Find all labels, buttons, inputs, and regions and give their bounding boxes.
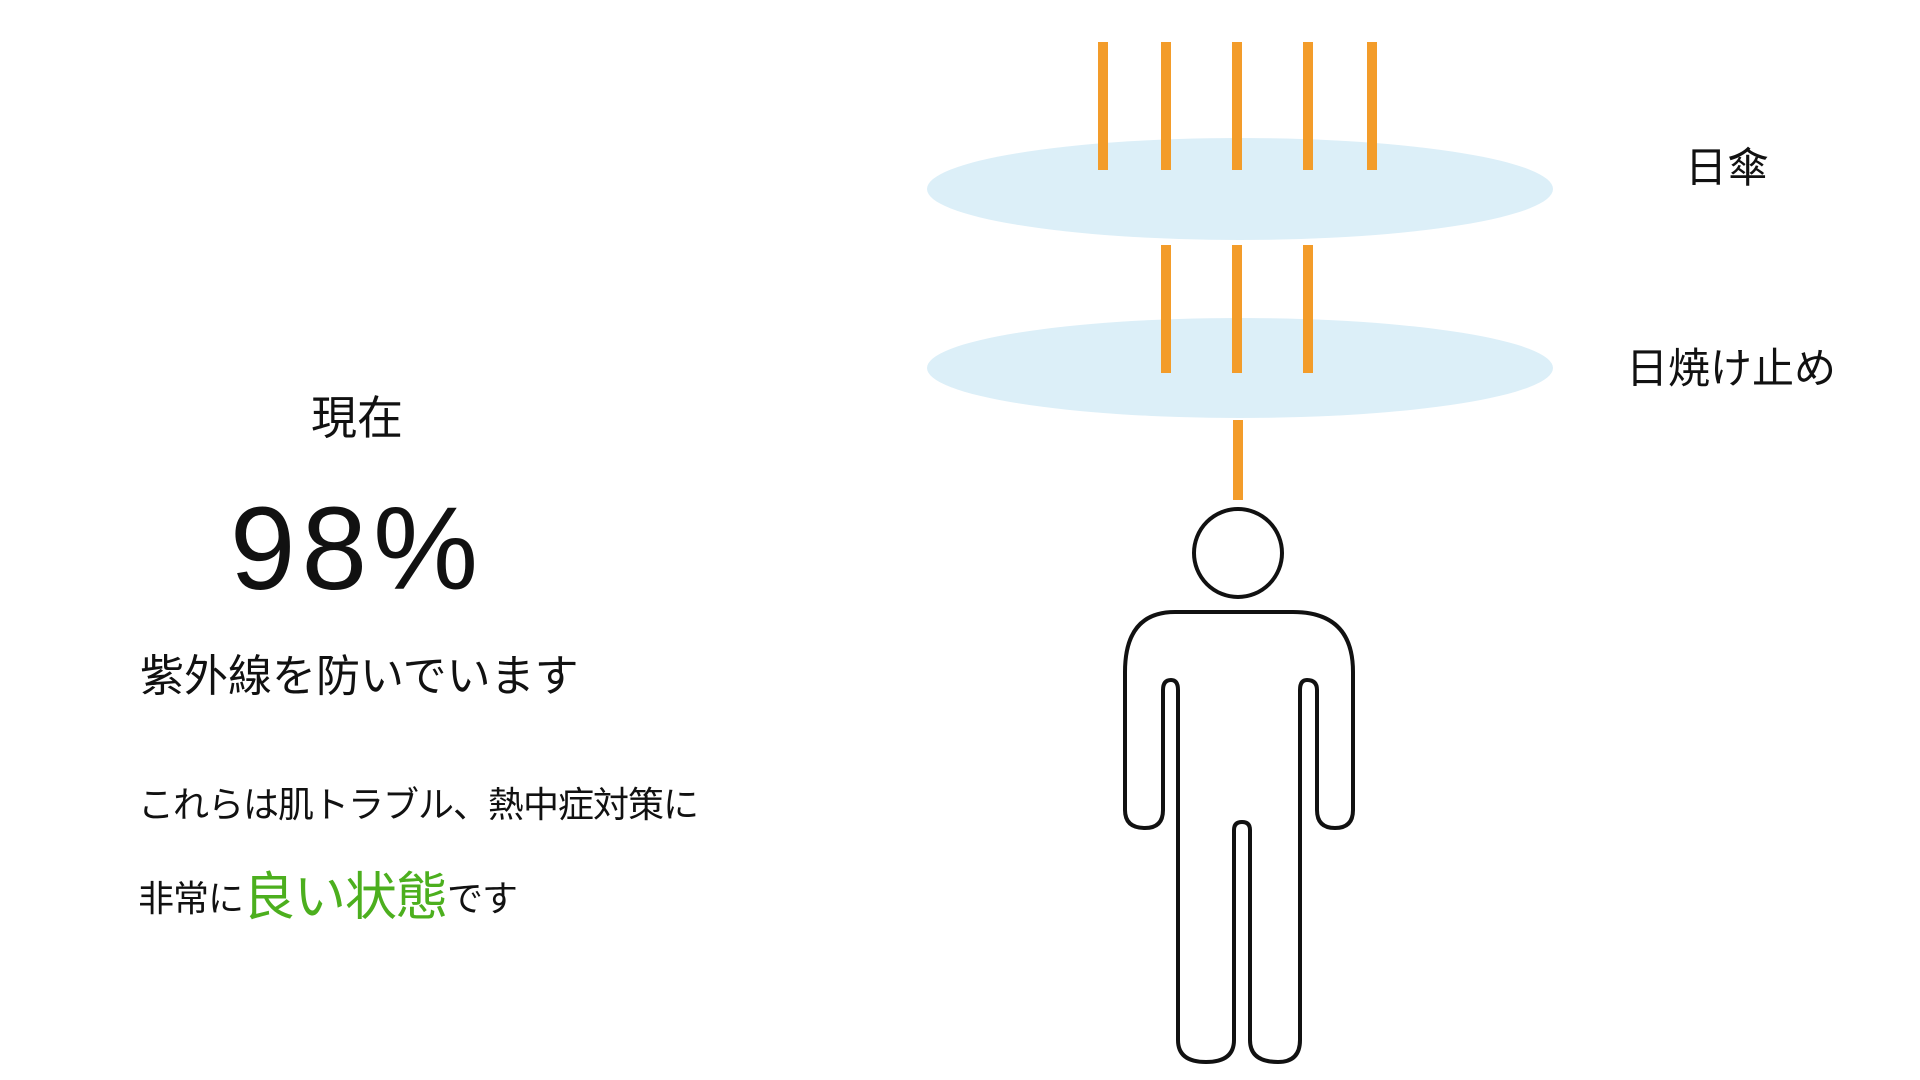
uv-ray [1161,245,1171,373]
umbrella-label: 日傘 [1685,143,1770,192]
uv-rays-bottom [1233,420,1243,500]
uv-ray [1161,42,1171,170]
uv-rays-top [1098,42,1377,170]
uv-ray [1303,42,1313,170]
uv-block-percent: 98% [229,483,485,615]
uv-ray [1367,42,1377,170]
uv-ray [1303,245,1313,373]
sunscreen-label: 日焼け止め [1626,344,1837,393]
good-status-highlight: 良い状態 [243,868,448,928]
umbrella-shield [927,138,1553,240]
uv-block-message: 紫外線を防いでいます [140,651,579,702]
uv-rays-middle [1161,245,1313,373]
benefit-text-line2: 非常に良い状態です [138,872,518,924]
uv-ray [1232,245,1242,373]
uv-ray [1098,42,1108,170]
current-label: 現在 [311,391,403,445]
uv-ray [1233,420,1243,500]
benefit-suffix: です [447,879,518,920]
benefit-prefix: 非常に [138,879,244,920]
person-icon [1123,507,1355,1064]
benefit-text-line1: これらは肌トラブル、熱中症対策に [138,785,699,826]
uv-ray [1232,42,1242,170]
